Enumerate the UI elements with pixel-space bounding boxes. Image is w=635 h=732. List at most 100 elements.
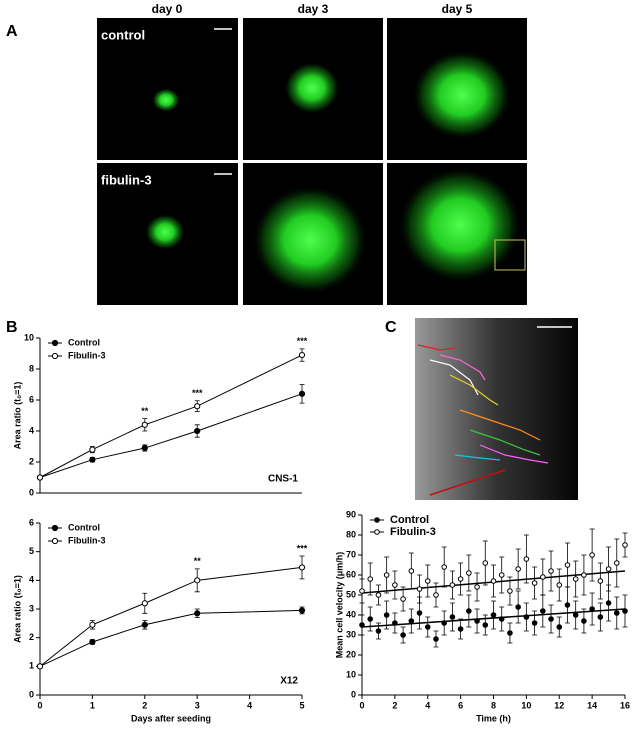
x-tick-label: 2 bbox=[392, 700, 397, 710]
y-tick-label: 0 bbox=[351, 689, 356, 699]
x-axis-title: Time (h) bbox=[476, 713, 511, 723]
data-point bbox=[36, 663, 44, 670]
chart-label: X12 bbox=[280, 676, 298, 687]
data-point bbox=[367, 576, 374, 582]
data-point bbox=[490, 612, 497, 618]
x-tick-label: 14 bbox=[587, 700, 597, 710]
y-tick-label: 80 bbox=[346, 529, 356, 539]
data-point bbox=[515, 604, 521, 610]
data-point bbox=[523, 556, 530, 562]
x-axis-title: Days after seeding bbox=[131, 713, 211, 723]
data-point bbox=[298, 351, 306, 359]
data-point bbox=[359, 588, 365, 594]
data-point bbox=[298, 390, 306, 397]
data-point bbox=[556, 582, 563, 588]
data-point bbox=[141, 421, 148, 428]
data-point bbox=[433, 592, 439, 598]
x-tick-label: 4 bbox=[425, 700, 430, 710]
data-point bbox=[523, 614, 530, 620]
y-axis-title: Area ratio (t₀=1) bbox=[12, 575, 22, 643]
legend-label: Fibulin-3 bbox=[68, 350, 106, 360]
y-tick-label: 4 bbox=[29, 425, 34, 435]
y-tick-label: 60 bbox=[346, 569, 356, 579]
data-point bbox=[416, 610, 423, 616]
series-line bbox=[39, 566, 303, 667]
y-tick-label: 20 bbox=[346, 649, 356, 659]
data-point bbox=[572, 612, 579, 618]
data-point bbox=[298, 607, 306, 614]
column-label: day 3 bbox=[298, 2, 329, 16]
y-tick-label: 30 bbox=[346, 629, 356, 639]
data-point bbox=[572, 576, 579, 582]
column-label: day 5 bbox=[442, 2, 473, 16]
data-point bbox=[540, 574, 546, 580]
y-tick-label: 4 bbox=[29, 575, 34, 585]
data-point bbox=[298, 564, 306, 571]
x-tick-label: 0 bbox=[37, 700, 42, 710]
data-point bbox=[540, 608, 546, 614]
data-point bbox=[605, 600, 612, 606]
x-tick-label: 2 bbox=[142, 700, 147, 710]
panel-label: A bbox=[6, 23, 18, 40]
data-point bbox=[581, 572, 587, 578]
data-point bbox=[194, 610, 201, 617]
legend-label: Control bbox=[390, 514, 429, 526]
legend-marker bbox=[374, 517, 380, 523]
y-tick-label: 70 bbox=[346, 549, 356, 559]
significance: ** bbox=[194, 556, 202, 566]
legend-label: Fibulin-3 bbox=[390, 526, 436, 538]
data-point bbox=[408, 618, 415, 624]
data-point bbox=[141, 444, 148, 452]
data-point bbox=[613, 560, 620, 566]
data-point bbox=[141, 621, 148, 628]
data-point bbox=[498, 572, 505, 578]
chart-label: CNS-1 bbox=[268, 474, 298, 485]
x-tick-label: 3 bbox=[195, 700, 200, 710]
y-tick-label: 10 bbox=[346, 669, 356, 679]
data-point bbox=[466, 570, 472, 576]
x-tick-label: 8 bbox=[491, 700, 496, 710]
track-image bbox=[415, 318, 578, 500]
legend-label: Control bbox=[68, 337, 100, 347]
y-tick-label: 50 bbox=[346, 589, 356, 599]
y-axis-title: Mean cell velocity (μm/h) bbox=[334, 552, 344, 659]
data-point bbox=[605, 566, 612, 572]
data-point bbox=[89, 638, 96, 646]
data-point bbox=[498, 616, 505, 622]
row-label: control bbox=[101, 27, 145, 42]
data-point bbox=[392, 582, 398, 588]
data-point bbox=[89, 456, 96, 463]
data-point bbox=[424, 624, 431, 630]
significance: *** bbox=[192, 388, 203, 398]
series-line bbox=[39, 354, 303, 478]
micrographs bbox=[97, 18, 527, 305]
data-point bbox=[466, 608, 472, 614]
y-tick-label: 6 bbox=[29, 394, 34, 404]
data-point bbox=[400, 596, 406, 602]
data-point bbox=[359, 622, 365, 628]
data-point bbox=[424, 578, 431, 584]
data-point bbox=[622, 542, 628, 548]
data-point bbox=[194, 427, 201, 435]
y-tick-label: 0 bbox=[29, 689, 34, 699]
y-tick-label: 40 bbox=[346, 609, 356, 619]
data-point bbox=[564, 602, 571, 608]
data-point bbox=[433, 636, 439, 642]
y-tick-label: 6 bbox=[29, 517, 34, 527]
y-tick-label: 90 bbox=[346, 509, 356, 519]
data-point bbox=[482, 560, 489, 566]
data-point bbox=[408, 568, 415, 574]
data-point bbox=[589, 606, 595, 612]
x-tick-label: 5 bbox=[299, 700, 304, 710]
legend-label: Control bbox=[68, 522, 100, 532]
data-point bbox=[194, 403, 201, 410]
y-tick-label: 2 bbox=[29, 456, 34, 466]
data-point bbox=[490, 578, 497, 584]
data-point bbox=[548, 568, 554, 574]
data-point bbox=[400, 632, 406, 638]
data-point bbox=[474, 584, 480, 590]
column-label: day 0 bbox=[152, 2, 183, 16]
data-point bbox=[375, 628, 382, 634]
series-line bbox=[39, 393, 303, 478]
